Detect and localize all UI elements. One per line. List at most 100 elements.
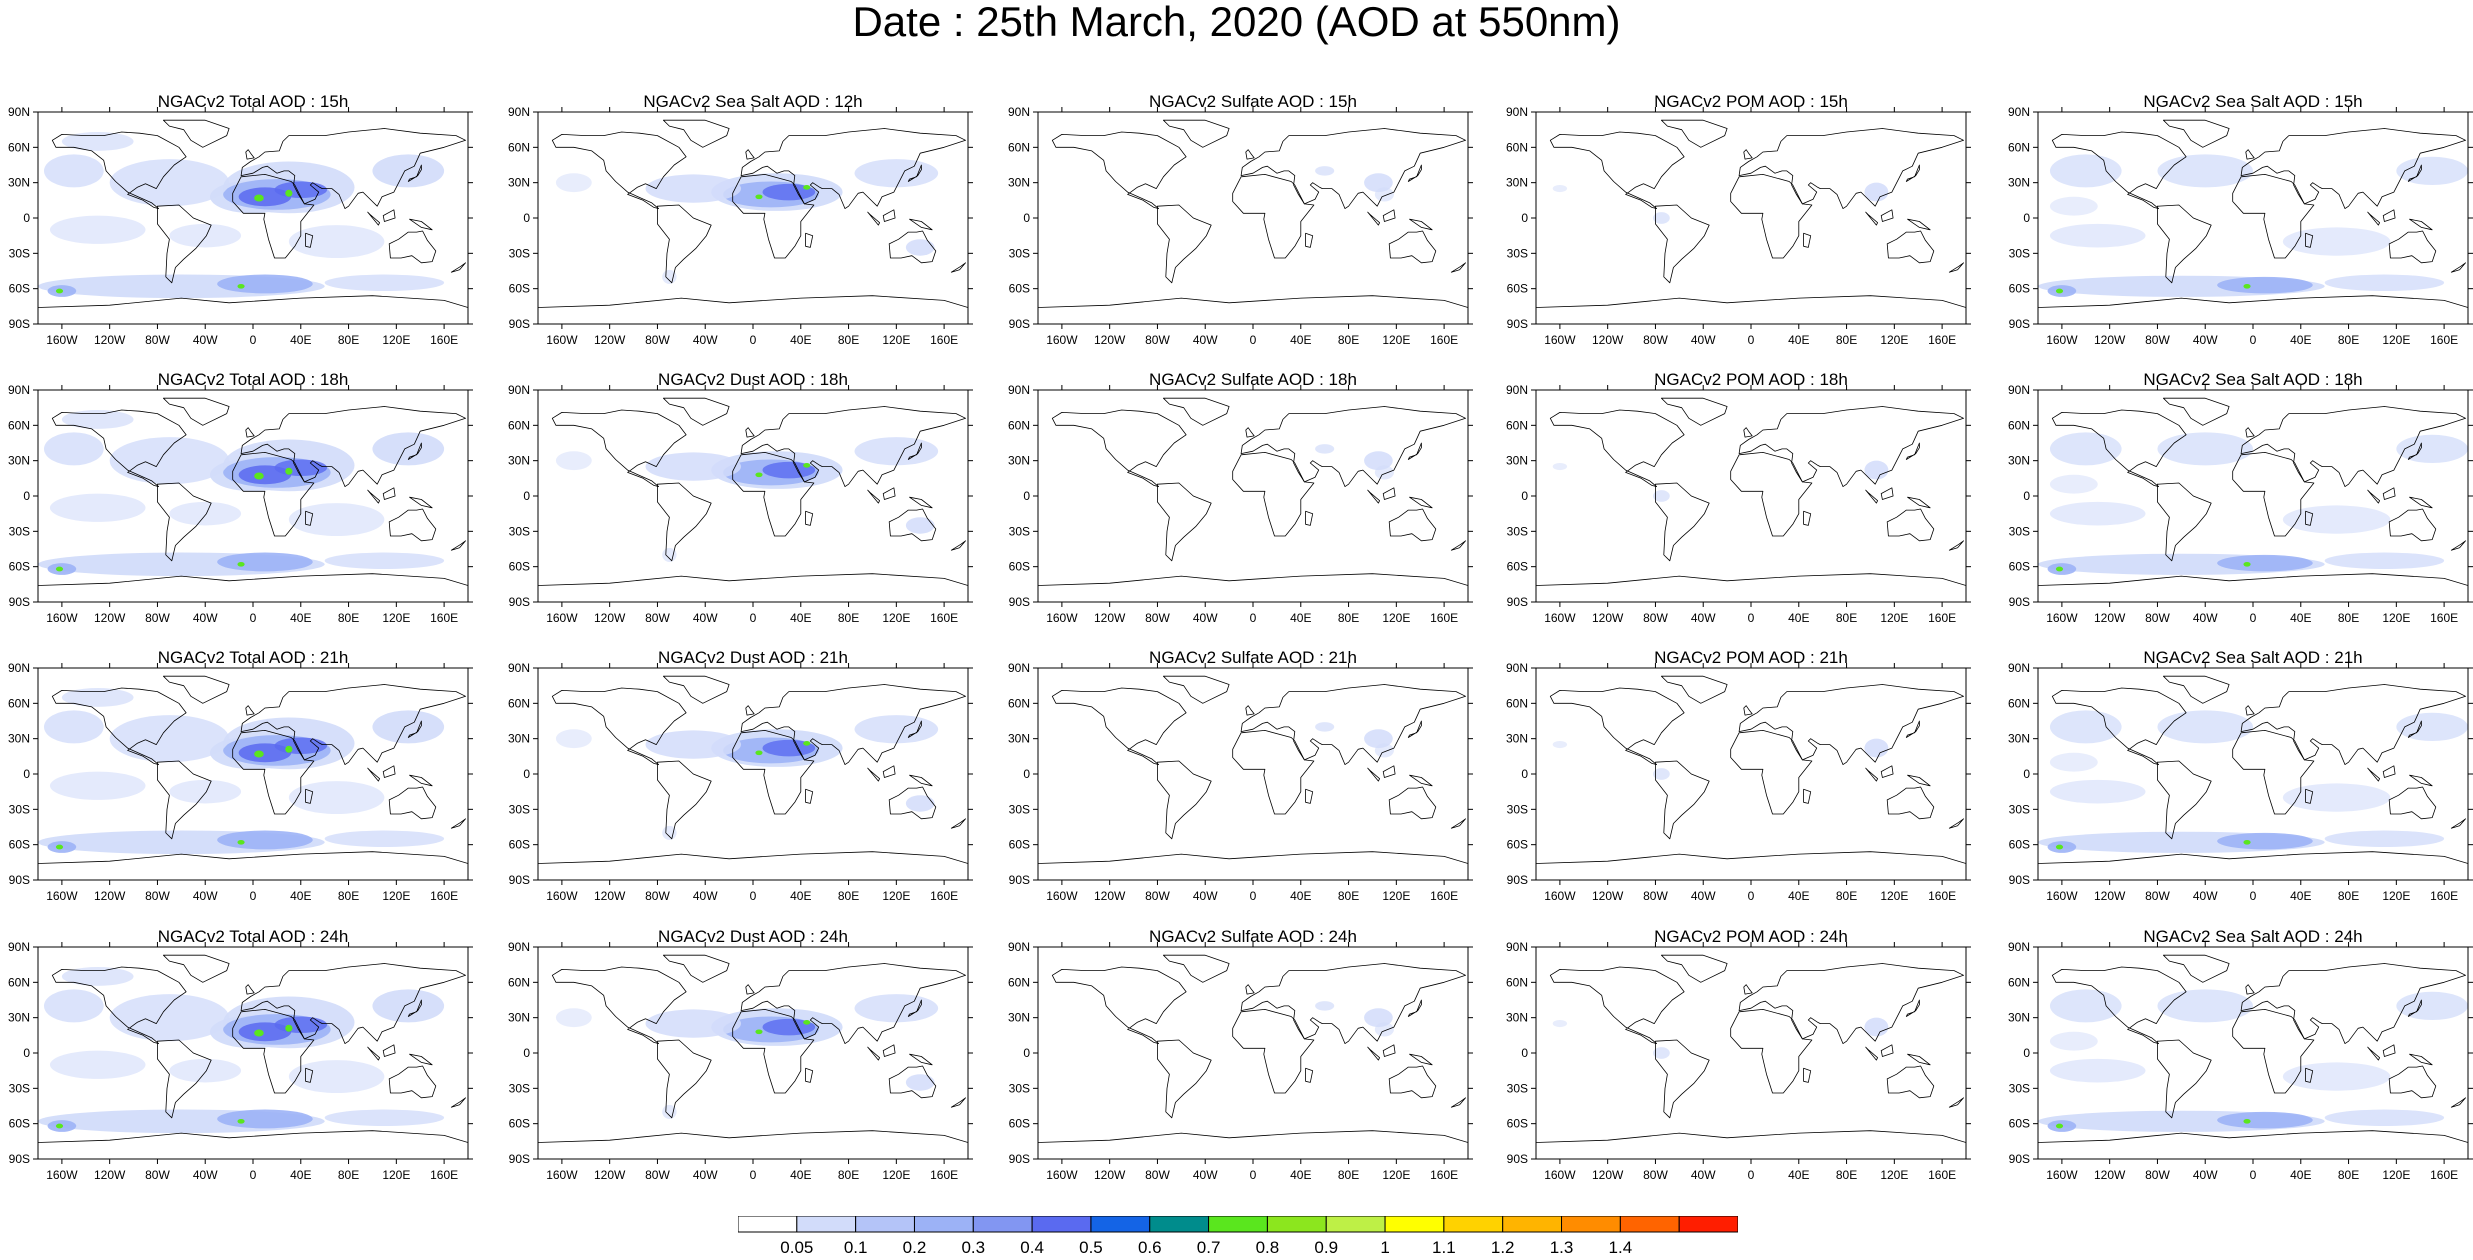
lat-tick-label: 90N: [508, 383, 530, 397]
lon-tick-label: 80W: [645, 333, 670, 347]
coastline: [1245, 705, 1255, 716]
map-panel: NGACv2 Sulfate AOD : 24h 90N 60N 30N 0 30S 60S…: [1000, 927, 1473, 1182]
coastline: [1156, 482, 1212, 562]
coastline: [2388, 230, 2437, 264]
aerosol-field: [61, 132, 134, 151]
lat-tick-label: 90N: [2008, 105, 2030, 119]
coastline: [1450, 1097, 1467, 1108]
aerosol-field: [762, 739, 816, 757]
coastline: [1654, 204, 1710, 284]
world-map: 90N 60N 30N 0 30S 60S 90S 160W 120W 80W 40W 0 40E 80E…: [1008, 940, 1473, 1182]
lat-tick-label: 90S: [509, 317, 530, 331]
coastline: [1865, 489, 1879, 504]
lon-tick-label: 80W: [145, 889, 170, 903]
lon-tick-label: 40E: [1788, 1168, 1809, 1182]
coastline: [450, 540, 467, 551]
panel-title: NGACv2 Sulfate AOD : 21h: [1149, 648, 1357, 667]
lon-tick-label: 0: [750, 333, 757, 347]
coastline: [240, 963, 467, 1044]
coastline: [1730, 174, 1813, 259]
coastline: [1865, 767, 1879, 782]
coastline: [909, 496, 933, 509]
world-map: 90N 60N 30N 0 30S 60S 90S 160W 120W 80W 40W 0 40E 80E…: [2008, 105, 2473, 347]
world-map: 90N 60N 30N 0 30S 60S 90S 160W 120W 80W 40W 0 40E 80E…: [508, 105, 973, 347]
map-panel: NGACv2 Sulfate AOD : 15h 90N 60N 30N 0 30S 60S…: [1000, 92, 1473, 347]
map-background: [538, 668, 968, 880]
lon-tick-label: 40W: [2193, 333, 2218, 347]
lat-tick-label: 30N: [2008, 1011, 2030, 1025]
aerosol-field: [237, 839, 245, 845]
lon-tick-label: 160E: [930, 1168, 958, 1182]
lat-tick-label: 0: [1521, 211, 1528, 225]
coastline: [409, 774, 433, 787]
coastline: [1907, 774, 1931, 787]
coastline: [1738, 128, 1965, 209]
lon-tick-label: 120E: [1382, 611, 1410, 625]
lon-tick-label: 120W: [94, 889, 126, 903]
coastline: [1162, 397, 1230, 426]
lat-tick-label: 30N: [8, 732, 30, 746]
colorbar-swatch: [1031, 1216, 1092, 1233]
aerosol-field: [2049, 501, 2146, 526]
lon-tick-label: 40E: [790, 1168, 811, 1182]
lon-tick-label: 160W: [2046, 889, 2078, 903]
lon-tick-label: 160W: [546, 889, 578, 903]
colorbar-swatch: [796, 1216, 857, 1233]
coastline: [538, 295, 968, 324]
lat-tick-label: 60N: [508, 140, 530, 154]
lat-tick-label: 0: [523, 489, 530, 503]
coastline: [2382, 487, 2396, 500]
coastline: [1803, 1067, 1812, 1083]
lon-tick-label: 160E: [430, 889, 458, 903]
lat-tick-label: 30S: [509, 802, 530, 816]
coastline: [909, 218, 933, 231]
panel-title: NGACv2 Dust AOD : 21h: [658, 648, 848, 667]
lat-tick-label: 90N: [2008, 383, 2030, 397]
lon-tick-label: 120W: [94, 611, 126, 625]
lat-tick-label: 60N: [1506, 696, 1528, 710]
coastline: [38, 295, 468, 324]
coastline: [2232, 174, 2315, 259]
lat-tick-label: 60S: [1507, 560, 1528, 574]
lat-tick-label: 0: [2023, 489, 2030, 503]
lat-tick-label: 90N: [1008, 383, 1030, 397]
aerosol-field: [55, 1123, 64, 1129]
lat-tick-label: 60S: [2009, 560, 2030, 574]
colorbar-label: 0.05: [780, 1238, 813, 1256]
colorbar-swatch: [1208, 1216, 1268, 1233]
coastline: [232, 730, 315, 815]
coastline: [2240, 684, 2467, 765]
coastline: [805, 232, 814, 248]
map-panel: NGACv2 Sea Salt AOD : 12h 90N 60N 30N 0 30S 60…: [500, 92, 973, 347]
map-panel: NGACv2 Sulfate AOD : 21h 90N 60N 30N 0 30S 60S…: [1000, 648, 1473, 903]
lat-tick-label: 0: [2023, 1046, 2030, 1060]
lat-tick-label: 0: [1521, 489, 1528, 503]
coastline: [1743, 427, 1753, 438]
lat-tick-label: 90S: [1009, 873, 1030, 887]
aerosol-field: [762, 183, 816, 201]
aerosol-field: [1374, 187, 1394, 202]
lon-tick-label: 40E: [1788, 333, 1809, 347]
coastline: [1803, 232, 1812, 248]
aerosol-field: [2055, 844, 2064, 850]
lon-tick-label: 40E: [1290, 1168, 1311, 1182]
coastline: [1038, 851, 1468, 880]
lat-tick-label: 30S: [1009, 524, 1030, 538]
coastline: [882, 487, 896, 500]
coastline: [740, 963, 967, 1044]
map-panel: NGACv2 Sea Salt AOD : 15h 90N 60N 30N 0 30S 60…: [2000, 92, 2473, 347]
aerosol-field: [2282, 227, 2391, 256]
aerosol-field: [645, 452, 742, 481]
coastline: [1730, 452, 1813, 537]
panel-title: NGACv2 Dust AOD : 24h: [658, 927, 848, 946]
lat-tick-label: 30S: [9, 524, 30, 538]
aerosol-field: [854, 437, 939, 466]
lat-tick-label: 90S: [9, 873, 30, 887]
coastline: [232, 452, 315, 537]
coastline: [2407, 442, 2422, 460]
world-map: 90N 60N 30N 0 30S 60S 90S 160W 120W 80W 40W 0 40E 80E…: [508, 940, 973, 1182]
aerosol-field: [2243, 839, 2251, 845]
coastline: [1743, 984, 1753, 995]
panel-title: NGACv2 Sea Salt AOD : 24h: [2143, 927, 2363, 946]
lon-tick-label: 40E: [1290, 333, 1311, 347]
